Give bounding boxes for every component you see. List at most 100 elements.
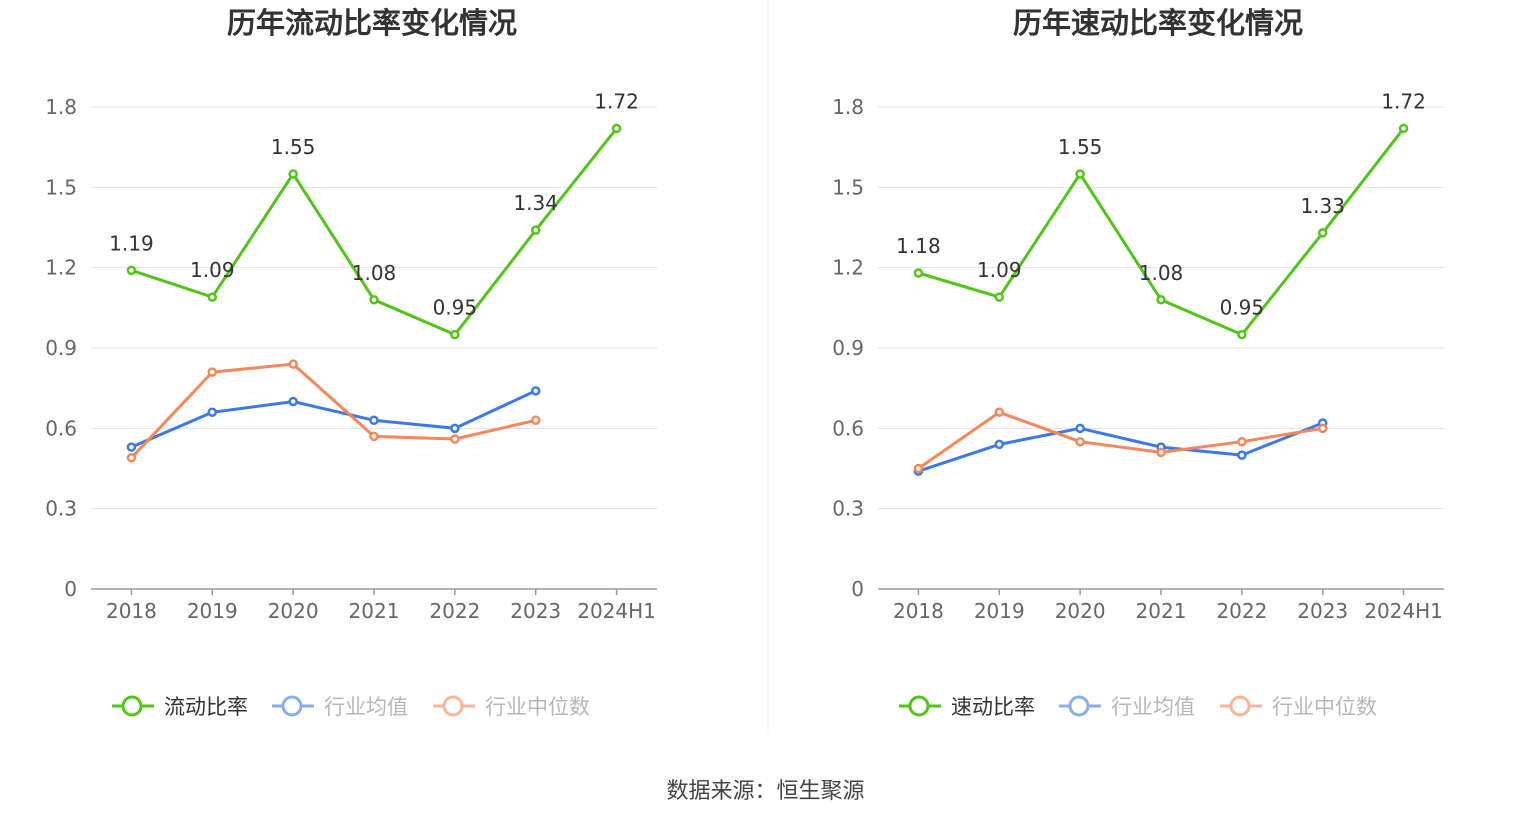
- series-median: [126, 359, 541, 463]
- data-label: 1.09: [977, 258, 1022, 282]
- data-point[interactable]: [369, 431, 379, 442]
- x-tick-label: 2024H1: [577, 599, 656, 623]
- data-source-note: 数据来源：恒生聚源: [666, 779, 865, 804]
- data-point[interactable]: [369, 415, 379, 426]
- y-tick-label: 0.9: [832, 336, 864, 360]
- data-point[interactable]: [530, 225, 541, 235]
- data-point[interactable]: [994, 407, 1005, 418]
- data-point[interactable]: [1075, 423, 1085, 434]
- data-point[interactable]: [913, 463, 924, 474]
- data-point[interactable]: [450, 434, 460, 444]
- y-tick-label: 1.5: [45, 175, 77, 199]
- data-label: 1.34: [513, 191, 558, 215]
- data-point[interactable]: [1237, 450, 1247, 460]
- series-median: [913, 407, 1328, 474]
- x-tick-label: 2019: [974, 599, 1025, 623]
- y-tick-label: 1.2: [45, 256, 77, 280]
- data-point[interactable]: [207, 367, 218, 377]
- legend-item-main[interactable]: 流动比率: [112, 695, 248, 719]
- legend-label: 流动比率: [164, 695, 248, 719]
- data-point[interactable]: [1317, 423, 1328, 434]
- data-point[interactable]: [530, 386, 541, 396]
- data-point[interactable]: [369, 295, 379, 305]
- y-tick-label: 1.5: [832, 175, 864, 199]
- x-tick-label: 2020: [1055, 599, 1106, 623]
- data-point[interactable]: [1237, 436, 1247, 447]
- data-point[interactable]: [611, 123, 622, 134]
- data-point[interactable]: [994, 439, 1005, 450]
- legend-marker: [1229, 695, 1251, 717]
- data-point[interactable]: [1075, 169, 1085, 179]
- legend-label: 行业均值: [1111, 695, 1195, 719]
- data-point[interactable]: [1398, 123, 1409, 134]
- y-tick-label: 1.8: [832, 95, 864, 119]
- y-tick-label: 0: [64, 577, 77, 601]
- data-point[interactable]: [126, 265, 137, 276]
- x-tick-label: 2023: [510, 599, 561, 623]
- data-point[interactable]: [1075, 436, 1085, 447]
- x-tick-label: 2022: [1216, 599, 1267, 623]
- chart-title: 历年速动比率变化情况: [1013, 6, 1303, 40]
- data-point[interactable]: [1237, 329, 1247, 340]
- legend-label: 行业中位数: [1272, 695, 1377, 719]
- data-point[interactable]: [450, 423, 460, 434]
- data-point[interactable]: [288, 396, 298, 407]
- x-tick-label: 2020: [268, 599, 319, 623]
- data-label: 1.55: [271, 135, 316, 159]
- data-point[interactable]: [1317, 228, 1328, 238]
- chart-title: 历年流动比率变化情况: [227, 6, 517, 40]
- legend-item-avg[interactable]: 行业均值: [272, 695, 408, 719]
- data-point[interactable]: [913, 268, 924, 278]
- data-label: 1.72: [1381, 89, 1426, 113]
- data-label: 1.09: [190, 258, 235, 282]
- series-line: [917, 421, 1324, 473]
- y-tick-label: 0.9: [45, 336, 77, 360]
- x-tick-label: 2018: [106, 599, 157, 623]
- data-label: 1.19: [109, 231, 154, 255]
- data-point[interactable]: [207, 292, 218, 302]
- data-point[interactable]: [126, 453, 137, 463]
- data-label: 1.08: [1139, 261, 1184, 285]
- legend-item-avg[interactable]: 行业均值: [1059, 695, 1195, 719]
- y-tick-label: 1.2: [832, 256, 864, 280]
- data-point[interactable]: [994, 292, 1005, 302]
- legend-marker: [1068, 695, 1090, 717]
- data-label: 1.08: [352, 261, 397, 285]
- x-tick-label: 2024H1: [1364, 599, 1443, 623]
- legend-item-main[interactable]: 速动比率: [899, 695, 1035, 719]
- legend-item-median[interactable]: 行业中位数: [1220, 695, 1377, 719]
- data-point[interactable]: [288, 169, 298, 179]
- series-line: [130, 362, 537, 459]
- data-point[interactable]: [530, 415, 541, 426]
- data-label: 1.72: [594, 89, 639, 113]
- legend: 速动比率 行业均值 行业中位数: [899, 695, 1377, 719]
- series-line: [917, 410, 1323, 470]
- legend-label: 速动比率: [951, 695, 1035, 719]
- data-point[interactable]: [1156, 447, 1166, 458]
- data-point[interactable]: [1156, 295, 1166, 305]
- chart-panel-1: 历年流动比率变化情况 0 0.3 0.6 0.9 1.2 1.5 1.8 2018 2019 202…: [45, 6, 657, 719]
- legend: 流动比率 行业均值 行业中位数: [112, 695, 590, 719]
- x-tick-label: 2018: [893, 599, 944, 623]
- legend-item-median[interactable]: 行业中位数: [433, 695, 590, 719]
- data-point[interactable]: [288, 359, 298, 369]
- y-tick-label: 0.3: [832, 497, 864, 521]
- legend-marker: [281, 695, 303, 717]
- y-tick-label: 0.6: [832, 416, 864, 440]
- legend-marker: [442, 695, 464, 717]
- x-tick-label: 2021: [1136, 599, 1187, 623]
- y-tick-label: 0.3: [45, 497, 77, 521]
- legend-label: 行业中位数: [485, 695, 590, 719]
- data-point[interactable]: [207, 407, 218, 418]
- data-point[interactable]: [126, 442, 137, 452]
- x-tick-label: 2019: [187, 599, 238, 623]
- legend-marker: [121, 695, 143, 717]
- y-tick-label: 0.6: [45, 416, 77, 440]
- legend-marker: [908, 695, 930, 717]
- data-label: 0.95: [433, 296, 478, 320]
- series-avg: [126, 386, 541, 452]
- data-label: 1.55: [1058, 135, 1103, 159]
- y-tick-label: 0: [851, 577, 864, 601]
- data-point[interactable]: [450, 329, 460, 340]
